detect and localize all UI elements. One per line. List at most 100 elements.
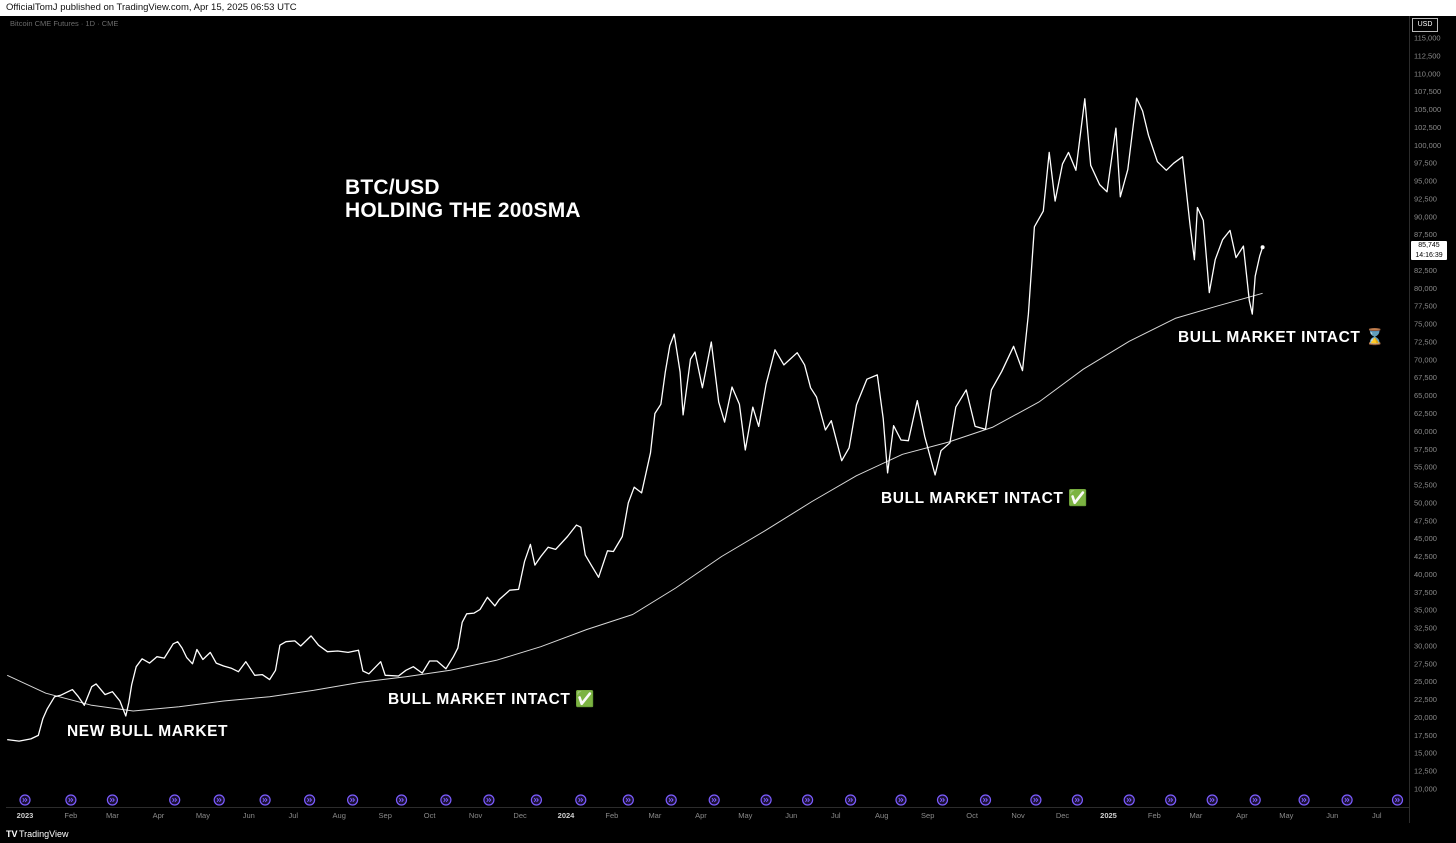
x-tick-label: Feb xyxy=(1148,811,1161,820)
event-marker-chevron-icon xyxy=(898,797,904,803)
bar-countdown: 14:16:39 xyxy=(1415,251,1443,259)
price-axis-border xyxy=(1409,16,1410,823)
event-marker-chevron-icon xyxy=(109,797,115,803)
event-marker-chevron-icon xyxy=(1126,797,1132,803)
last-price-tag: 85,745 14:16:39 xyxy=(1411,241,1447,260)
publisher-bar: OfficialTomJ published on TradingView.co… xyxy=(0,0,1456,16)
sma200-series-line xyxy=(6,292,1263,712)
y-tick-label: 40,000 xyxy=(1414,570,1437,579)
x-tick-label: Oct xyxy=(966,811,979,820)
event-marker-chevron-icon xyxy=(68,797,74,803)
x-tick-label: Apr xyxy=(1236,811,1248,820)
event-marker-chevron-icon xyxy=(625,797,631,803)
y-tick-label: 20,000 xyxy=(1414,713,1437,722)
y-tick-label: 45,000 xyxy=(1414,534,1437,543)
event-marker-chevron-icon xyxy=(805,797,811,803)
event-marker-chevron-icon xyxy=(763,797,769,803)
event-marker-chevron-icon xyxy=(533,797,539,803)
chart-headline: BTC/USD HOLDING THE 200SMA xyxy=(345,176,581,222)
event-marker-chevron-icon xyxy=(398,797,404,803)
x-tick-label: Dec xyxy=(1056,811,1070,820)
currency-button[interactable]: USD xyxy=(1412,18,1438,32)
footer-brand: TradingView xyxy=(19,829,69,839)
y-tick-label: 82,500 xyxy=(1414,266,1437,275)
y-tick-label: 87,500 xyxy=(1414,230,1437,239)
x-tick-label: May xyxy=(1279,811,1293,820)
event-marker-chevron-icon xyxy=(711,797,717,803)
event-marker-chevron-icon xyxy=(1074,797,1080,803)
event-marker-chevron-icon xyxy=(982,797,988,803)
event-marker-chevron-icon xyxy=(1301,797,1307,803)
x-tick-label: Feb xyxy=(605,811,618,820)
price-series-line xyxy=(7,97,1264,742)
event-marker-chevron-icon xyxy=(22,797,28,803)
y-tick-label: 110,000 xyxy=(1414,69,1441,78)
annotation-bull-intact-2: BULL MARKET INTACT ✅ xyxy=(881,490,1089,507)
y-tick-label: 75,000 xyxy=(1414,320,1437,329)
event-marker-chevron-icon xyxy=(578,797,584,803)
x-tick-label: 2025 xyxy=(1100,811,1117,820)
event-marker-chevron-icon xyxy=(262,797,268,803)
y-tick-label: 102,500 xyxy=(1414,123,1441,132)
y-tick-label: 65,000 xyxy=(1414,391,1437,400)
x-tick-label: Apr xyxy=(153,811,165,820)
y-tick-label: 57,500 xyxy=(1414,445,1437,454)
y-tick-label: 12,500 xyxy=(1414,767,1437,776)
x-tick-label: Aug xyxy=(333,811,346,820)
y-tick-label: 100,000 xyxy=(1414,141,1441,150)
event-marker-chevron-icon xyxy=(1344,797,1350,803)
footer-bar: TV TradingView xyxy=(0,825,1456,843)
y-tick-label: 35,000 xyxy=(1414,606,1437,615)
x-tick-label: 2024 xyxy=(558,811,576,820)
event-marker-chevron-icon xyxy=(486,797,492,803)
y-tick-label: 42,500 xyxy=(1414,552,1437,561)
x-tick-label: Sep xyxy=(379,811,392,820)
event-marker-chevron-icon xyxy=(848,797,854,803)
x-tick-label: Jun xyxy=(243,811,255,820)
chart-frame xyxy=(6,16,1450,825)
x-tick-label: Apr xyxy=(695,811,707,820)
y-tick-label: 60,000 xyxy=(1414,427,1437,436)
y-tick-label: 90,000 xyxy=(1414,212,1437,221)
y-tick-label: 80,000 xyxy=(1414,284,1437,293)
event-marker-chevron-icon xyxy=(350,797,356,803)
event-marker-chevron-icon xyxy=(307,797,313,803)
annotation-new-bull-market: NEW BULL MARKET xyxy=(67,723,229,740)
x-tick-label: 2023 xyxy=(17,811,34,820)
x-tick-label: Mar xyxy=(1189,811,1202,820)
y-tick-label: 107,500 xyxy=(1414,87,1441,96)
y-tick-label: 105,000 xyxy=(1414,105,1441,114)
x-tick-label: Jun xyxy=(1326,811,1338,820)
y-tick-label: 97,500 xyxy=(1414,159,1437,168)
y-tick-label: 112,500 xyxy=(1414,51,1441,60)
x-tick-label: May xyxy=(738,811,752,820)
x-tick-label: Jul xyxy=(831,811,841,820)
y-tick-label: 77,500 xyxy=(1414,302,1437,311)
x-tick-label: Jul xyxy=(289,811,299,820)
time-axis-border xyxy=(6,807,1409,808)
x-tick-label: May xyxy=(196,811,210,820)
annotation-bull-intact-1: BULL MARKET INTACT ✅ xyxy=(388,691,596,708)
x-tick-label: Mar xyxy=(648,811,661,820)
y-tick-label: 25,000 xyxy=(1414,677,1437,686)
x-tick-label: Dec xyxy=(513,811,527,820)
event-marker-chevron-icon xyxy=(172,797,178,803)
x-tick-label: Mar xyxy=(106,811,119,820)
headline-line-2: HOLDING THE 200SMA xyxy=(345,199,581,222)
y-tick-label: 15,000 xyxy=(1414,749,1437,758)
event-marker-chevron-icon xyxy=(1252,797,1258,803)
y-tick-label: 95,000 xyxy=(1414,177,1437,186)
y-tick-label: 37,500 xyxy=(1414,588,1437,597)
instrument-label: Bitcoin CME Futures · 1D · CME xyxy=(10,19,119,28)
y-tick-label: 47,500 xyxy=(1414,516,1437,525)
x-tick-label: Feb xyxy=(64,811,77,820)
y-tick-label: 30,000 xyxy=(1414,642,1437,651)
event-marker-chevron-icon xyxy=(668,797,674,803)
x-tick-label: Jun xyxy=(785,811,797,820)
publisher-text: OfficialTomJ published on TradingView.co… xyxy=(6,2,297,13)
y-tick-label: 55,000 xyxy=(1414,463,1437,472)
event-marker-chevron-icon xyxy=(939,797,945,803)
event-marker-chevron-icon xyxy=(1033,797,1039,803)
event-marker-chevron-icon xyxy=(443,797,449,803)
